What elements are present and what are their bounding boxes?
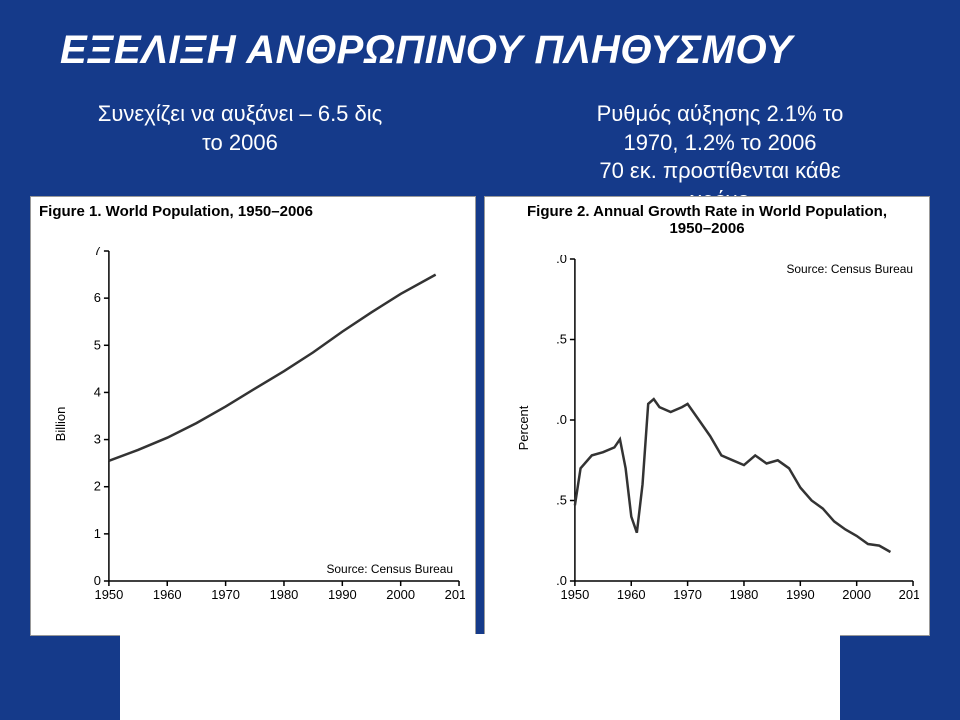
slide: ΕΞΕΛΙΞΗ ΑΝΘΡΩΠΙΝΟΥ ΠΛΗΘΥΣΜΟΥ Συνεχίζει ν… [0, 0, 960, 720]
svg-text:2.5: 2.5 [557, 331, 567, 346]
svg-text:1.5: 1.5 [557, 492, 567, 507]
svg-text:2010: 2010 [899, 587, 919, 601]
right-caption-line1: Ρυθμός αύξησης 2.1% το [597, 101, 844, 126]
figure-2-plot: 1.0 1.5 2.0 2.5 3.0 1950 1960 1970 1980 1990 2000 2… [557, 255, 919, 601]
figure-1-title: Figure 1. World Population, 1950–2006 [39, 203, 313, 220]
svg-text:6: 6 [94, 290, 101, 305]
svg-text:1970: 1970 [211, 587, 240, 601]
page-title: ΕΞΕΛΙΞΗ ΑΝΘΡΩΠΙΝΟΥ ΠΛΗΘΥΣΜΟΥ [60, 28, 793, 73]
svg-text:1980: 1980 [730, 587, 759, 601]
svg-text:2: 2 [94, 479, 101, 494]
svg-text:1990: 1990 [786, 587, 815, 601]
left-caption-line2: το 2006 [202, 130, 278, 155]
svg-text:2010: 2010 [445, 587, 465, 601]
svg-text:1: 1 [94, 526, 101, 541]
figure-2-title-line2: 1950–2006 [485, 220, 929, 237]
figure-1-ylabel: Billion [53, 407, 68, 442]
svg-text:5: 5 [94, 337, 101, 352]
figure-1-plot: 012345671950196019701980199020002010Bill… [91, 247, 465, 601]
figure-2-panel: Figure 2. Annual Growth Rate in World Po… [484, 196, 930, 636]
svg-text:1.0: 1.0 [557, 573, 567, 588]
charts-row: Figure 1. World Population, 1950–2006 01… [30, 196, 930, 636]
svg-text:Source: Census Bureau: Source: Census Bureau [786, 262, 913, 276]
right-caption-line3: 70 εκ. προστίθενται κάθε [599, 158, 840, 183]
svg-text:1960: 1960 [153, 587, 182, 601]
svg-text:2.0: 2.0 [557, 412, 567, 427]
svg-text:1950: 1950 [95, 587, 124, 601]
figure-2-svg: 1.0 1.5 2.0 2.5 3.0 1950 1960 1970 1980 1990 2000 2… [557, 255, 919, 601]
svg-text:4: 4 [94, 384, 101, 399]
svg-text:2000: 2000 [386, 587, 415, 601]
svg-text:1990: 1990 [328, 587, 357, 601]
right-caption-line2: 1970, 1.2% το 2006 [623, 130, 816, 155]
figure-1-svg: 012345671950196019701980199020002010Bill… [91, 247, 465, 601]
svg-text:0: 0 [94, 573, 101, 588]
figure-1-panel: Figure 1. World Population, 1950–2006 01… [30, 196, 476, 636]
svg-text:Source: Census Bureau: Source: Census Bureau [326, 562, 453, 576]
svg-text:3.0: 3.0 [557, 255, 567, 266]
svg-text:7: 7 [94, 247, 101, 258]
svg-text:1980: 1980 [270, 587, 299, 601]
svg-text:1960: 1960 [617, 587, 646, 601]
figure-2-ylabel: Percent [516, 406, 531, 451]
svg-text:1950: 1950 [561, 587, 590, 601]
svg-text:1970: 1970 [673, 587, 702, 601]
bottom-white-bar [120, 634, 840, 720]
left-caption-line1: Συνεχίζει να αυξάνει – 6.5 δις [98, 101, 383, 126]
svg-text:3: 3 [94, 432, 101, 447]
figure-2-title: Figure 2. Annual Growth Rate in World Po… [485, 203, 929, 237]
figure-2-title-line1: Figure 2. Annual Growth Rate in World Po… [527, 203, 887, 220]
svg-text:2000: 2000 [842, 587, 871, 601]
